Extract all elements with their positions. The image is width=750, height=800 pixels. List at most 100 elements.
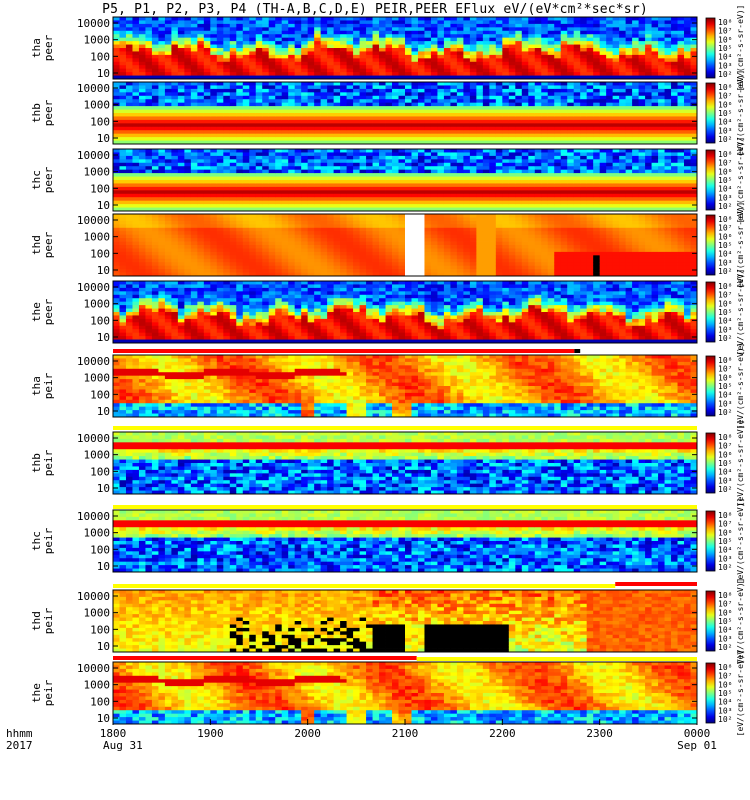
panel-frame: [112, 354, 698, 418]
quality-flag-bar: [416, 657, 697, 661]
y-tick-label: 10: [97, 640, 110, 653]
panel-species-label: peer: [42, 231, 55, 258]
quality-flag-bar: [615, 582, 697, 586]
colorbar-tick-label: 10⁸: [718, 215, 732, 224]
y-tick-label: 1000: [84, 679, 111, 692]
colorbar-tick-label: 10⁵: [718, 537, 732, 546]
y-tick-label: 100: [90, 314, 110, 327]
colorbar-tick-label: 10³: [718, 325, 732, 334]
colorbar-tick-label: 10⁸: [718, 18, 732, 27]
y-tick-label: 10000: [77, 17, 110, 30]
y-tick-label: 100: [90, 50, 110, 63]
colorbar-tick-label: 10³: [718, 399, 732, 408]
colorbar-tick-label: 10⁴: [718, 698, 732, 707]
y-tick-label: 10000: [77, 281, 110, 294]
y-tick-label: 10000: [77, 355, 110, 368]
panel-frame: [112, 213, 698, 277]
y-tick-label: 10000: [77, 432, 110, 445]
colorbar-tick-label: 10³: [718, 61, 732, 70]
colorbar-tick-label: 10⁴: [718, 53, 732, 62]
colorbar-tick-label: 10⁴: [718, 626, 732, 635]
y-tick-label: 10: [97, 132, 110, 145]
colorbar-label: [eV/(cm²-s-sr-eV)]: [736, 269, 745, 356]
y-tick-label: 100: [90, 543, 110, 556]
colorbar-tick-label: 10⁸: [718, 150, 732, 159]
panel-thb-peir: 10000 1000 100 10 thb peir 10⁸10⁷10⁶10⁵10⁴10³1…: [30, 420, 745, 507]
colorbar: [705, 82, 716, 144]
colorbar-tick-label: 10⁵: [718, 459, 732, 468]
y-tick-label: 10: [97, 405, 110, 418]
x-tick-label: 2200: [489, 727, 516, 740]
colorbar-tick-label: 10⁶: [718, 299, 732, 308]
colorbar-tick-label: 10²: [718, 715, 732, 724]
panel-frame: [112, 509, 698, 573]
y-tick-label: 1000: [84, 34, 111, 47]
y-tick-label: 10: [97, 482, 110, 495]
colorbar-label: [eV/(cm²-s-sr-eV)]: [736, 650, 745, 737]
colorbar-tick-label: 10⁸: [718, 282, 732, 291]
panel-frame: [112, 148, 698, 212]
panel-frame: [112, 81, 698, 145]
panel-species-label: peer: [42, 298, 55, 325]
colorbar-label: [eV/(cm²-s-sr-eV)]: [736, 137, 745, 224]
colorbar-tick-label: 10⁷: [718, 291, 732, 300]
colorbar-tick-label: 10⁵: [718, 617, 732, 626]
colorbar-tick-label: 10⁶: [718, 167, 732, 176]
y-tick-label: 100: [90, 388, 110, 401]
colorbar-tick-label: 10³: [718, 634, 732, 643]
colorbar-tick-label: 10⁷: [718, 672, 732, 681]
colorbar-tick-label: 10⁶: [718, 232, 732, 241]
quality-flag-bar: [113, 426, 697, 430]
panel-probe-label: tha: [30, 376, 43, 396]
panel-species-label: peer: [42, 34, 55, 61]
colorbar-tick-label: 10³: [718, 258, 732, 267]
y-tick-label: 100: [90, 247, 110, 260]
colorbar-tick-label: 10³: [718, 554, 732, 563]
y-tick-label: 100: [90, 115, 110, 128]
colorbar-tick-label: 10⁵: [718, 109, 732, 118]
quality-flag-bar: [113, 584, 616, 588]
colorbar-tick-label: 10²: [718, 267, 732, 276]
colorbar-tick-label: 10²: [718, 202, 732, 211]
colorbar-tick-label: 10²: [718, 563, 732, 572]
y-tick-label: 1000: [84, 449, 111, 462]
x-tick-label: 0000: [684, 727, 711, 740]
colorbar-tick-label: 10⁴: [718, 185, 732, 194]
colorbar-tick-label: 10⁴: [718, 317, 732, 326]
panel-tha-peir: 10000 1000 100 10 tha peir 10⁸10⁷10⁶10⁵10⁴10³1…: [30, 343, 745, 430]
colorbar-tick-label: 10⁷: [718, 224, 732, 233]
y-tick-label: 1000: [84, 372, 111, 385]
colorbar: [705, 149, 716, 211]
colorbar-label: [eV/(cm²-s-sr-eV)]: [736, 70, 745, 157]
y-tick-label: 10000: [77, 82, 110, 95]
colorbar-tick-label: 10⁵: [718, 689, 732, 698]
colorbar-label: [eV/(cm²-s-sr-eV)]: [736, 498, 745, 585]
y-tick-label: 1000: [84, 166, 111, 179]
y-tick-label: 10: [97, 67, 110, 80]
colorbar-tick-label: 10⁷: [718, 92, 732, 101]
colorbar: [705, 432, 716, 494]
colorbar-tick-label: 10⁷: [718, 442, 732, 451]
y-tick-label: 10: [97, 712, 110, 725]
colorbar-tick-label: 10⁶: [718, 450, 732, 459]
colorbar-tick-label: 10⁸: [718, 83, 732, 92]
y-tick-label: 10: [97, 331, 110, 344]
panel-probe-label: thd: [30, 611, 43, 631]
colorbar-tick-label: 10⁸: [718, 433, 732, 442]
colorbar-tick-label: 10²: [718, 408, 732, 417]
corner-label-hhmm: hhmm: [6, 727, 33, 740]
y-tick-label: 10000: [77, 149, 110, 162]
y-tick-label: 100: [90, 465, 110, 478]
corner-label-year: 2017: [6, 739, 33, 752]
colorbar-tick-label: 10²: [718, 485, 732, 494]
panel-probe-label: tha: [30, 38, 43, 58]
x-tick-label: 2300: [586, 727, 613, 740]
colorbar-tick-label: 10⁶: [718, 373, 732, 382]
colorbar-tick-label: 10⁷: [718, 27, 732, 36]
colorbar: [705, 510, 716, 572]
colorbar-tick-label: 10⁵: [718, 241, 732, 250]
